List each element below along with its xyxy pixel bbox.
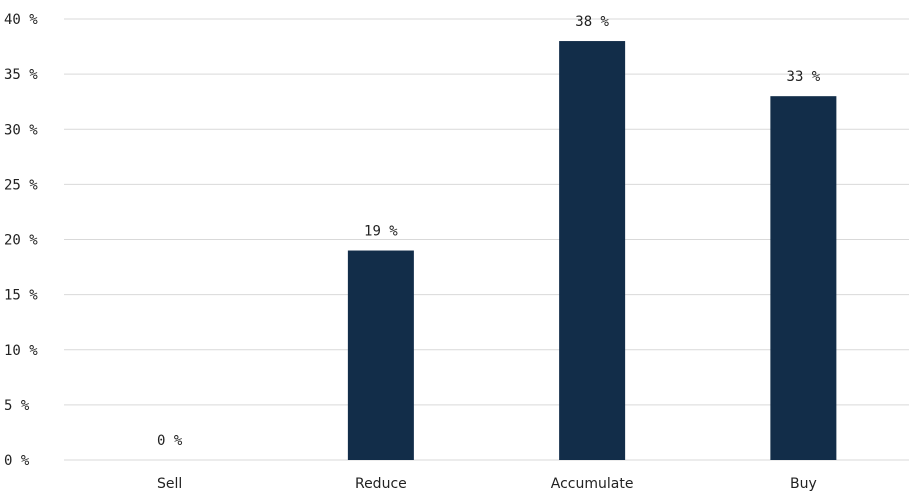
data-label-accumulate: 38 % (575, 14, 609, 30)
y-tick-label: 25 % (4, 177, 38, 193)
y-tick-label: 40 % (4, 12, 38, 28)
y-tick-label: 0 % (4, 453, 30, 469)
category-label-sell: Sell (157, 476, 182, 492)
bar-reduce (347, 250, 414, 460)
y-tick-label: 15 % (4, 288, 38, 304)
gridlines (64, 18, 909, 461)
y-tick-label: 30 % (4, 122, 38, 138)
data-label-reduce: 19 % (364, 224, 398, 240)
y-tick-label: 10 % (4, 343, 38, 359)
bar-accumulate (559, 41, 626, 461)
y-tick-label: 20 % (4, 233, 38, 249)
y-tick-label: 5 % (4, 398, 30, 414)
data-labels: 0 % 19 % 38 % 33 % (157, 14, 821, 449)
category-label-buy: Buy (790, 476, 817, 492)
data-label-buy: 33 % (787, 69, 821, 85)
bar-buy (770, 96, 837, 461)
data-label-sell: 0 % (157, 433, 183, 449)
y-tick-label: 35 % (4, 67, 38, 83)
category-label-accumulate: Accumulate (551, 476, 634, 492)
x-axis-categories: Sell Reduce Accumulate Buy (157, 476, 817, 492)
bars (347, 41, 837, 461)
y-axis-ticks: 0 % 5 % 10 % 15 % 20 % 25 % 30 % 35 % 40 % (4, 12, 38, 469)
category-label-reduce: Reduce (355, 476, 407, 492)
